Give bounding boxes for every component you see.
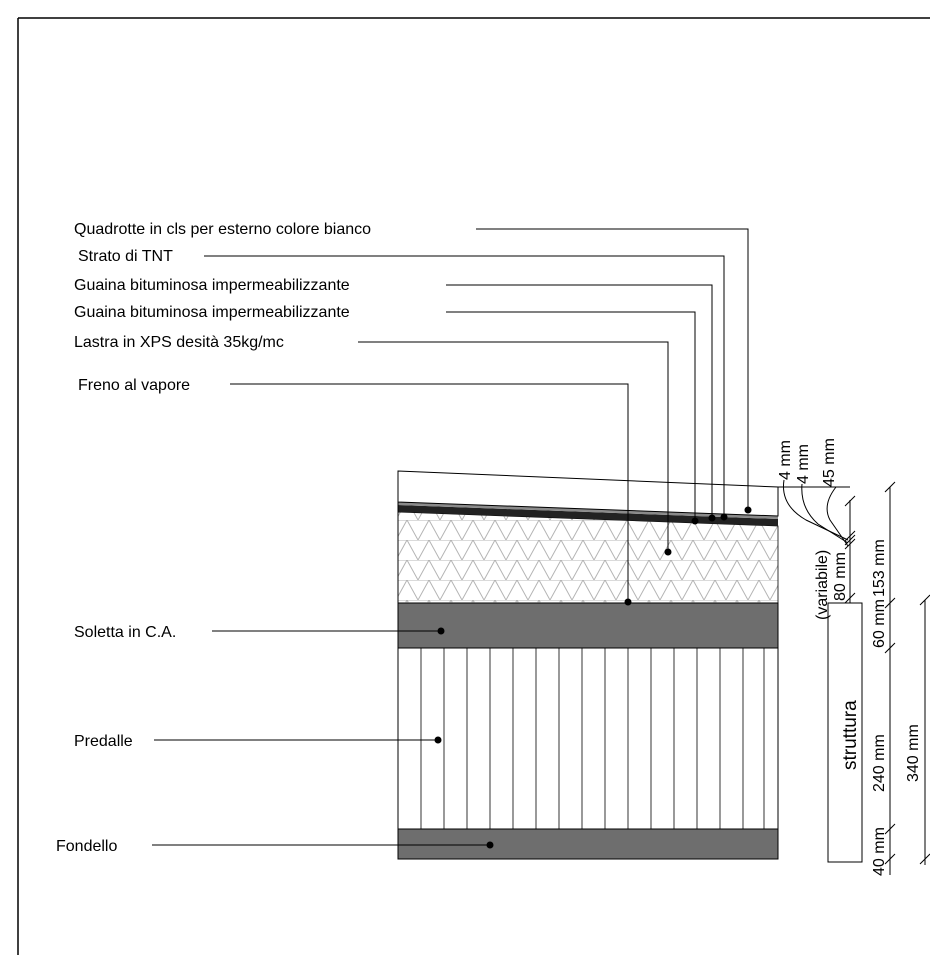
dim-text-struttura: struttura bbox=[840, 700, 861, 770]
dim-text-40: 40 mm bbox=[871, 827, 888, 876]
dim-text-45: 45 mm bbox=[821, 438, 838, 487]
label-xps: Lastra in XPS desità 35kg/mc bbox=[74, 334, 284, 351]
predalle-layer bbox=[398, 648, 778, 829]
label-freno: Freno al vapore bbox=[78, 377, 190, 394]
dim-text-variabile: (variabile) bbox=[814, 550, 831, 620]
dim-leader-45 bbox=[827, 487, 848, 546]
soletta-layer bbox=[398, 603, 778, 648]
dim-leader-4b bbox=[802, 484, 848, 543]
dim-text-4a: 4 mm bbox=[777, 440, 794, 480]
label-guaina-1: Guaina bituminosa impermeabilizzante bbox=[74, 277, 350, 294]
dim-text-4b: 4 mm bbox=[795, 444, 812, 484]
dim-text-240: 240 mm bbox=[871, 734, 888, 792]
xps-layer bbox=[398, 512, 778, 603]
dim-text-80: 80 mm bbox=[832, 552, 849, 601]
label-guaina-2: Guaina bituminosa impermeabilizzante bbox=[74, 304, 350, 321]
section-layers bbox=[398, 471, 778, 859]
layer-labels: Quadrotte in cls per esterno colore bian… bbox=[56, 221, 371, 855]
label-soletta: Soletta in C.A. bbox=[74, 624, 176, 641]
dim-leader-4a bbox=[783, 480, 848, 540]
dim-text-60: 60 mm bbox=[871, 599, 888, 648]
label-predalle: Predalle bbox=[74, 733, 133, 750]
label-quadrotte: Quadrotte in cls per esterno colore bian… bbox=[74, 221, 371, 238]
label-fondello: Fondello bbox=[56, 838, 117, 855]
dim-text-153: 153 mm bbox=[871, 539, 888, 597]
leader-quadrotte bbox=[476, 229, 748, 510]
fondello-layer bbox=[398, 829, 778, 859]
dimension-lines bbox=[778, 480, 930, 875]
label-tnt: Strato di TNT bbox=[78, 248, 173, 265]
dim-text-340: 340 mm bbox=[905, 724, 922, 782]
